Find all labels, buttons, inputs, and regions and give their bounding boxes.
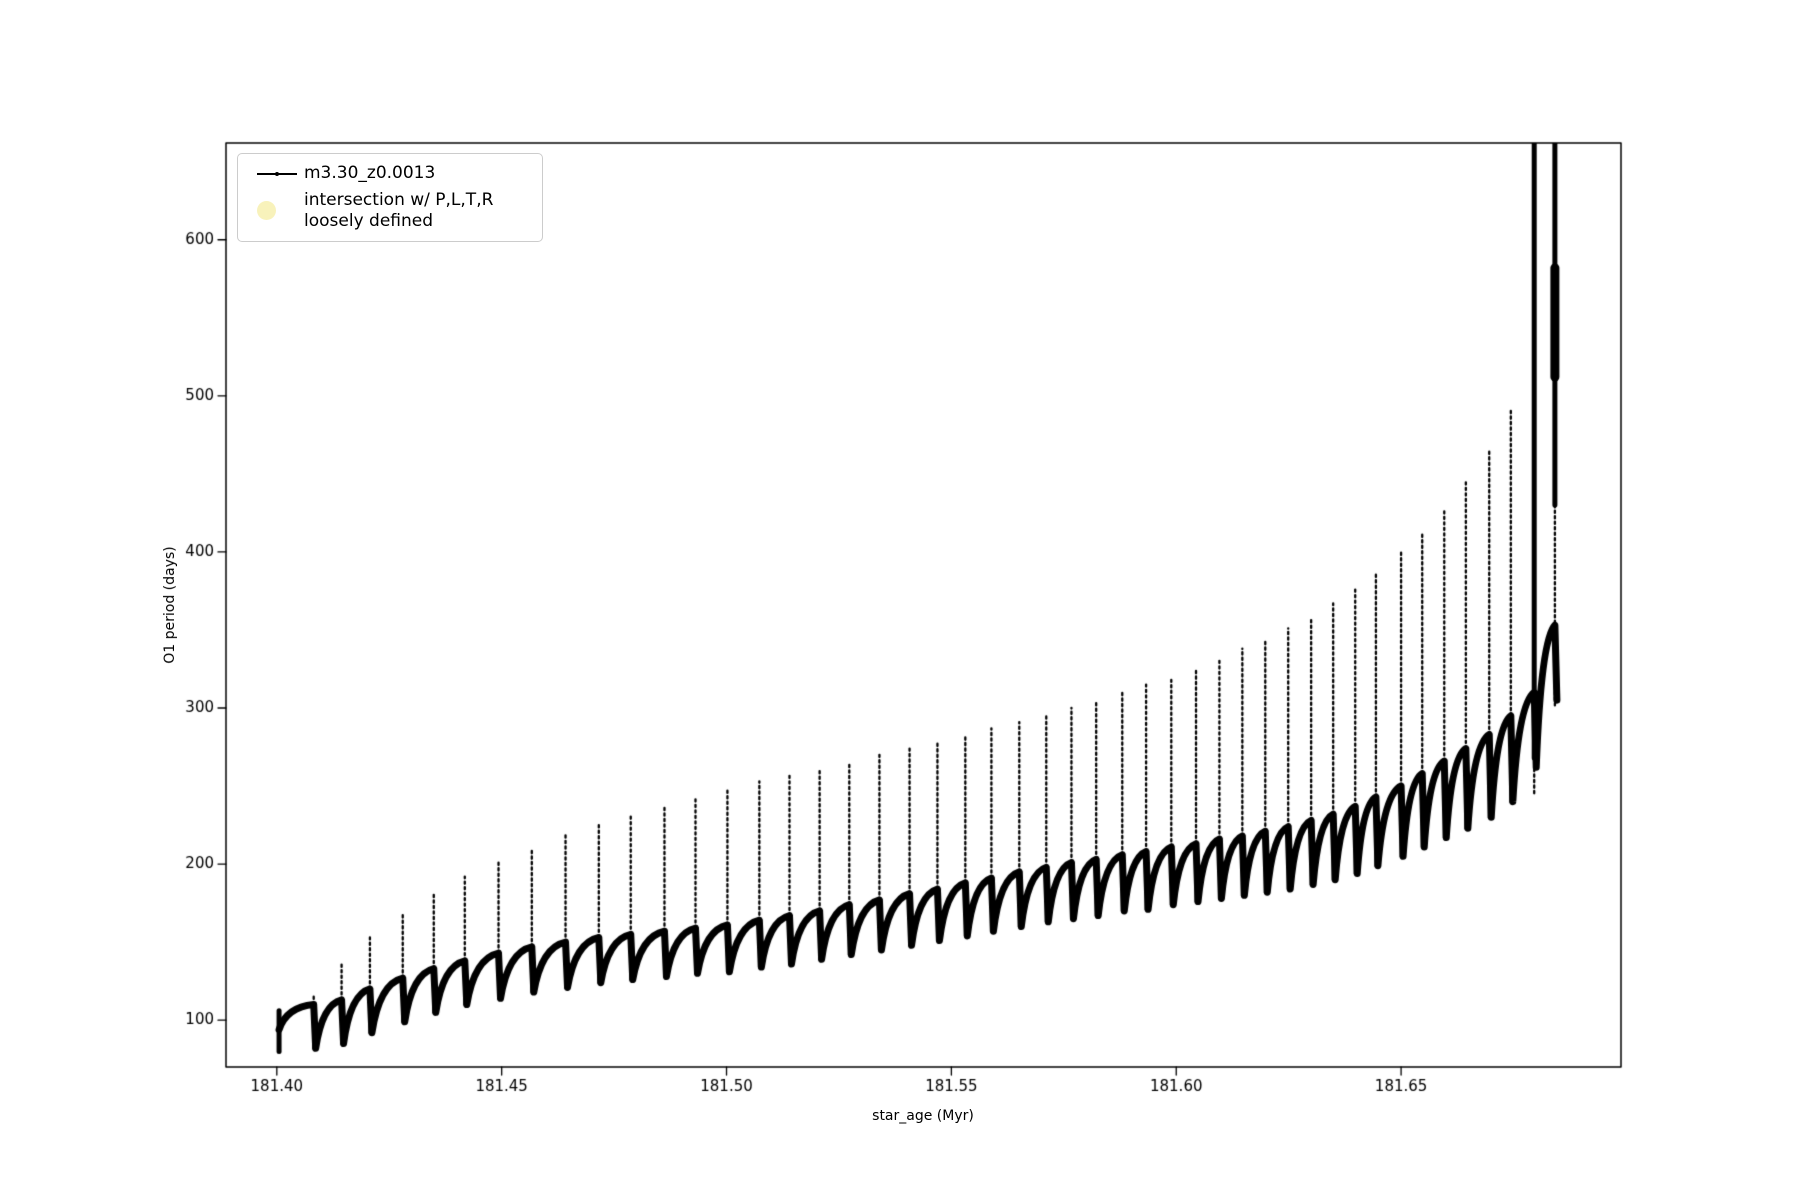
legend-series-label: m3.30_z0.0013 <box>304 163 436 183</box>
x-axis-label: star_age (Myr) <box>872 1108 974 1124</box>
legend-entry-intersection: intersection w/ P,L,T,R loosely defined <box>247 190 532 232</box>
y-axis-label: O1 period (days) <box>162 546 178 664</box>
legend-line-marker-icon <box>247 163 304 184</box>
legend-circle-marker-icon <box>247 190 304 220</box>
legend-intersection-label: intersection w/ P,L,T,R loosely defined <box>304 190 494 231</box>
legend-entry-series: m3.30_z0.0013 <box>247 163 532 184</box>
legend: m3.30_z0.0013 intersection w/ P,L,T,R lo… <box>237 153 543 242</box>
